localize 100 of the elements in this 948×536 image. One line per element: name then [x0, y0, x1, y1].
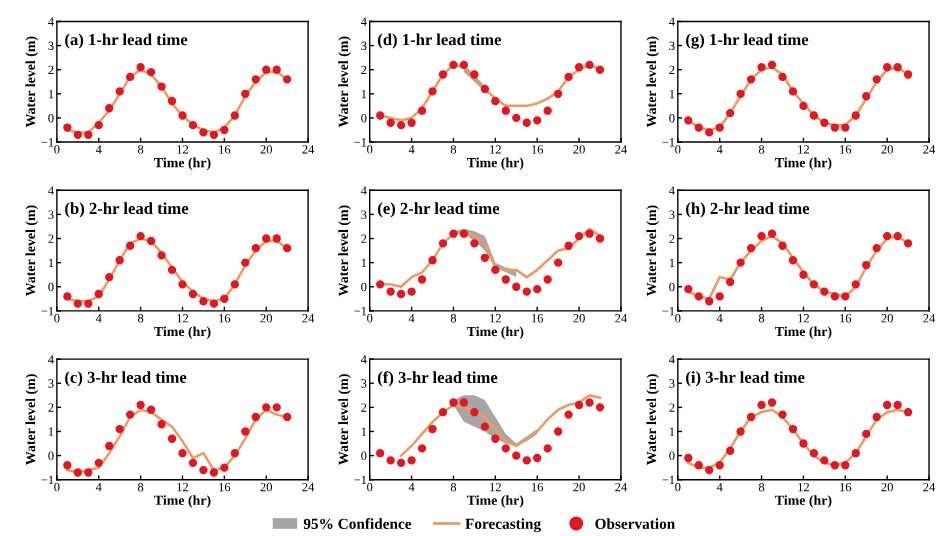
point: [386, 456, 395, 465]
point: [209, 130, 219, 139]
point: [757, 231, 766, 241]
point: [757, 400, 766, 410]
point: [449, 398, 458, 407]
point: [178, 449, 187, 458]
point: [694, 461, 703, 470]
point: [585, 60, 594, 70]
point: [376, 280, 385, 289]
point: [105, 441, 114, 451]
point: [778, 241, 787, 250]
point: [862, 92, 871, 101]
point: [220, 463, 229, 472]
point: [241, 258, 250, 267]
point: [251, 244, 260, 253]
point: [799, 439, 808, 448]
point: [574, 231, 584, 241]
point: [809, 280, 819, 289]
point: [533, 285, 542, 294]
line-series: [378, 227, 602, 289]
point: [438, 70, 448, 79]
point: [480, 84, 490, 94]
point: [188, 120, 198, 130]
point: [115, 256, 124, 265]
text: (f) 3-hr lead time: [377, 371, 498, 387]
point: [262, 234, 271, 243]
point: [512, 451, 521, 460]
point: [694, 123, 703, 132]
point: [501, 106, 510, 115]
point: [407, 118, 416, 127]
point: [230, 111, 239, 120]
point: [386, 287, 395, 296]
point: [767, 60, 777, 70]
point: [778, 72, 787, 82]
point: [272, 403, 281, 412]
point: [146, 67, 156, 77]
point: [209, 468, 219, 477]
point: [241, 427, 250, 436]
point: [491, 434, 500, 443]
point: [262, 65, 271, 74]
point: [533, 453, 542, 463]
point: [73, 299, 82, 308]
point: [125, 241, 135, 250]
point: [746, 75, 756, 84]
point: [883, 231, 892, 241]
point: [841, 292, 850, 301]
point: [146, 236, 156, 246]
point: [725, 446, 735, 455]
point: [830, 461, 839, 470]
point: [136, 231, 145, 241]
point: [230, 449, 239, 458]
point: [438, 239, 448, 248]
point: [746, 244, 756, 253]
point: [438, 408, 448, 417]
point: [480, 253, 490, 262]
point: [272, 65, 281, 74]
point: [788, 87, 798, 96]
point: [809, 111, 819, 120]
point: [533, 116, 542, 125]
point: [736, 258, 745, 267]
point: [125, 72, 135, 82]
point: [396, 458, 406, 467]
point: [283, 412, 292, 422]
point: [157, 420, 166, 429]
point: [428, 87, 437, 96]
point: [820, 287, 829, 296]
point: [715, 123, 724, 132]
point: [715, 292, 724, 301]
text: (g) 1-hr lead time: [686, 33, 809, 49]
point: [449, 229, 458, 238]
point: [778, 410, 787, 419]
point: [283, 75, 292, 84]
point: [417, 275, 427, 284]
point: [903, 239, 913, 248]
point: [84, 468, 93, 477]
point: [757, 63, 766, 72]
point: [491, 96, 500, 106]
point: [501, 444, 510, 453]
point: [736, 427, 745, 436]
point: [105, 104, 114, 113]
point: [63, 292, 72, 301]
point: [543, 106, 552, 115]
point: [564, 410, 573, 419]
point: [396, 289, 406, 299]
text: (c) 3-hr lead time: [65, 371, 187, 387]
point: [167, 96, 177, 106]
point: [893, 400, 902, 410]
point: [230, 280, 239, 289]
text: (d) 1-hr lead time: [377, 33, 502, 49]
point: [830, 123, 839, 132]
point: [459, 60, 469, 70]
point: [522, 287, 531, 296]
point: [220, 294, 229, 303]
point: [799, 101, 808, 111]
point: [417, 106, 427, 115]
point: [553, 427, 563, 436]
point: [585, 229, 594, 238]
text: (e) 2-hr lead time: [377, 202, 500, 218]
point: [251, 75, 260, 84]
point: [883, 400, 892, 410]
